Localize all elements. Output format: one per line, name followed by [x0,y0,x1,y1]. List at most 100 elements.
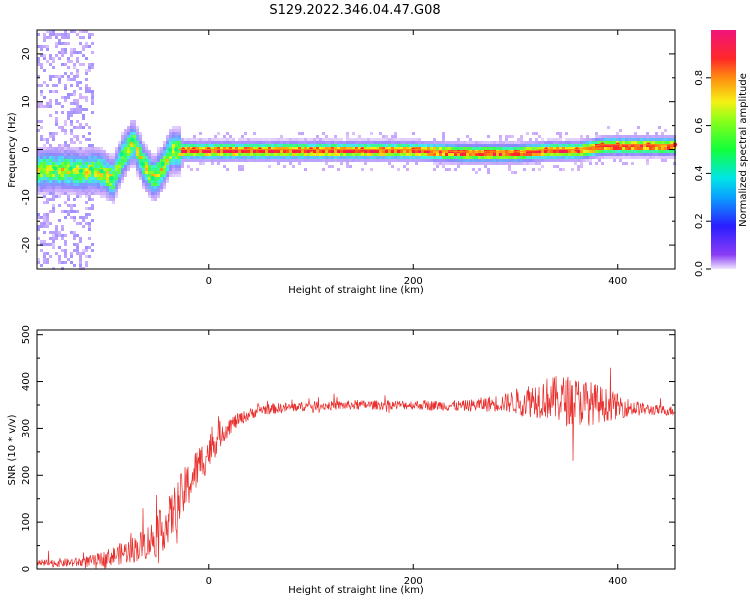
heatmap-cell [70,174,73,177]
heatmap-cell [70,54,73,57]
heatmap-cell [277,141,280,144]
heatmap-cell [145,153,148,156]
heatmap-cell [571,156,574,159]
heatmap-cell [292,156,295,159]
heatmap-cell [58,171,61,174]
heatmap-cell [532,141,535,144]
heatmap-cell [76,252,79,255]
heatmap-cell [73,108,76,111]
heatmap-cell [340,156,343,159]
heatmap-cell [559,153,562,156]
heatmap-cell [295,159,298,162]
heatmap-cell [79,162,82,165]
heatmap-cell [415,147,418,150]
heatmap-cell [154,174,157,177]
heatmap-cell [421,150,424,153]
heatmap-cell [46,171,49,174]
heatmap-cell [574,153,577,156]
heatmap-cell [322,159,325,162]
heatmap-cell [364,147,367,150]
heatmap-cell [79,63,82,66]
heatmap-cell [52,189,55,192]
heatmap-cell [97,159,100,162]
heatmap-cell [64,165,67,168]
heatmap-cell [121,162,124,165]
heatmap-cell [64,63,67,66]
heatmap-cell [646,156,649,159]
heatmap-cell [643,156,646,159]
heatmap-cell [166,153,169,156]
heatmap-cell [79,87,82,90]
heatmap-cell [67,162,70,165]
heatmap-cell [64,33,67,36]
heatmap-cell [181,156,184,159]
heatmap-cell [232,156,235,159]
heatmap-cell [115,186,118,189]
heatmap-cell [79,30,82,33]
heatmap-cell [58,219,61,222]
heatmap-cell [91,102,94,105]
heatmap-cell [352,159,355,162]
heatmap-cell [124,162,127,165]
heatmap-cell [79,183,82,186]
heatmap-cell [646,147,649,150]
heatmap-cell [286,153,289,156]
heatmap-cell [403,153,406,156]
heatmap-cell [316,150,319,153]
heatmap-cell [388,147,391,150]
heatmap-cell [253,138,256,141]
heatmap-cell [325,141,328,144]
heatmap-cell [667,150,670,153]
heatmap-cell [304,153,307,156]
heatmap-cell [325,147,328,150]
heatmap-cell [529,144,532,147]
heatmap-cell [370,156,373,159]
heatmap-cell [571,153,574,156]
heatmap-cell [115,171,118,174]
heatmap-cell [376,147,379,150]
heatmap-cell [82,192,85,195]
heatmap-cell [73,51,76,54]
heatmap-cell [178,135,181,138]
heatmap-cell [526,144,529,147]
heatmap-cell [142,165,145,168]
heatmap-cell [286,156,289,159]
heatmap-cell [94,180,97,183]
heatmap-cell [175,171,178,174]
heatmap-cell [451,147,454,150]
heatmap-cell [40,243,43,246]
heatmap-cell [79,216,82,219]
heatmap-cell [247,138,250,141]
heatmap-cell [226,168,229,171]
heatmap-cell [37,162,40,165]
heatmap-cell [556,159,559,162]
heatmap-cell [514,153,517,156]
heatmap-cell [370,159,373,162]
heatmap-cell [253,153,256,156]
heatmap-cell [130,153,133,156]
heatmap-cell [88,195,91,198]
heatmap-cell [397,159,400,162]
heatmap-cell [115,192,118,195]
heatmap-cell [64,84,67,87]
heatmap-cell [82,186,85,189]
heatmap-cell [406,150,409,153]
heatmap-cell [487,141,490,144]
ridge-point [99,168,104,174]
heatmap-cell [76,99,79,102]
heatmap-cell [388,156,391,159]
heatmap-cell [598,147,601,150]
heatmap-cell [364,159,367,162]
heatmap-cell [115,195,118,198]
heatmap-cell [376,153,379,156]
heatmap-cell [202,156,205,159]
heatmap-cell [631,138,634,141]
heatmap-cell [67,117,70,120]
heatmap-cell [637,147,640,150]
heatmap-cell [328,141,331,144]
heatmap-cell [631,150,634,153]
heatmap-cell [412,144,415,147]
heatmap-cell [640,156,643,159]
